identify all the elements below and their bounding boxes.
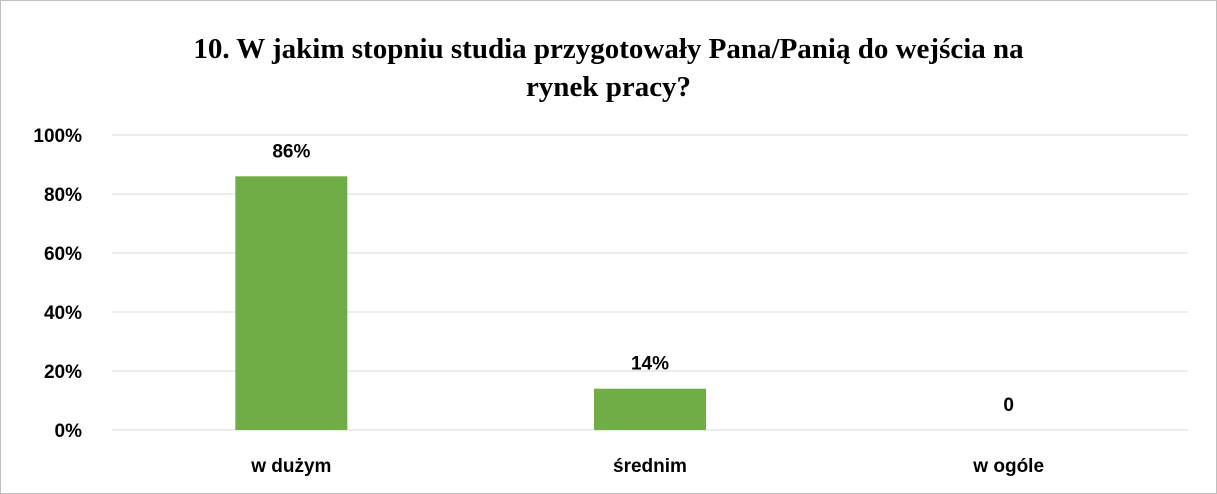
chart-title-line-2: rynek pracy? bbox=[525, 71, 692, 103]
y-tick-label: 100% bbox=[33, 126, 82, 147]
chart-title-line-1: 10. W jakim stopniu studia przygotowały … bbox=[193, 33, 1024, 65]
x-category-label: w dużym bbox=[250, 456, 331, 477]
bar bbox=[235, 176, 348, 430]
y-tick-label: 40% bbox=[44, 303, 82, 324]
data-label: 14% bbox=[631, 354, 669, 375]
x-category-label: średnim bbox=[613, 456, 687, 477]
x-category-label: w ogóle bbox=[972, 456, 1044, 477]
data-label: 0 bbox=[1003, 395, 1014, 416]
bar bbox=[594, 388, 706, 430]
chart-title: 10. W jakim stopniu studia przygotowały … bbox=[0, 30, 1217, 106]
y-tick-label: 80% bbox=[44, 185, 82, 206]
y-tick-label: 60% bbox=[44, 244, 82, 265]
data-label: 86% bbox=[272, 141, 310, 162]
y-tick-label: 0% bbox=[55, 421, 83, 442]
y-tick-label: 20% bbox=[44, 362, 82, 383]
